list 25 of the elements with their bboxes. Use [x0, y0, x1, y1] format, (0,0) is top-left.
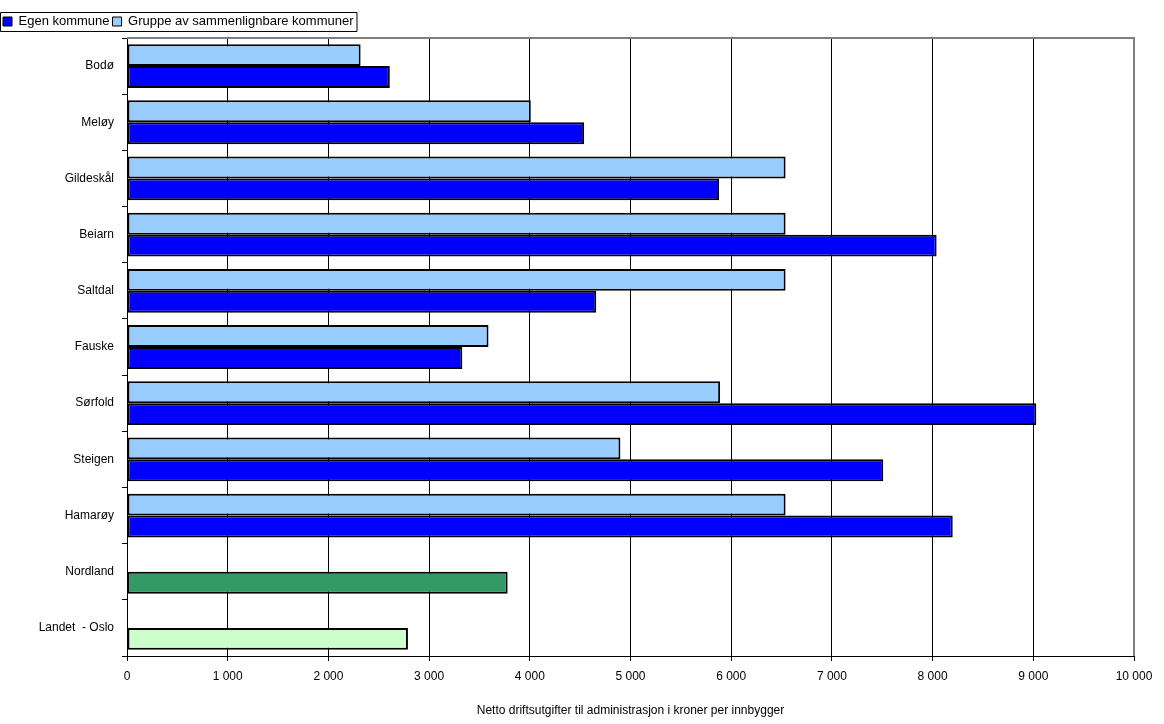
- y-tick-label: Nordland: [65, 564, 114, 579]
- y-tick-label: Gildeskål: [64, 170, 114, 185]
- x-tick-label: 7 000: [816, 668, 848, 683]
- y-tick-label: Hamarøy: [64, 507, 114, 522]
- x-tick-label: 2 000: [313, 668, 344, 683]
- y-tick-label: Fauske: [74, 339, 115, 354]
- x-tick-label: 8 000: [917, 668, 948, 683]
- x-tick-label: 10 000: [1115, 668, 1153, 683]
- x-tick-label: 3 000: [414, 668, 445, 683]
- y-tick-label: Sørfold: [75, 395, 114, 410]
- y-tick-label: Beiarn: [79, 226, 114, 241]
- legend-label: Gruppe av sammenlignbare kommuner: [128, 13, 355, 29]
- x-tick-label: 5 000: [615, 668, 646, 683]
- x-tick-label: 9 000: [1018, 668, 1049, 683]
- x-axis-title: Netto driftsutgifter til administrasjon i kroner per innbygger: [476, 703, 785, 718]
- x-tick-label: 1 000: [212, 668, 244, 683]
- x-tick-label: 4 000: [514, 668, 546, 683]
- x-tick-label: 0: [123, 668, 131, 683]
- y-tick-label: Bodø: [85, 58, 115, 73]
- y-tick-label: Landet - Oslo: [38, 620, 115, 635]
- y-tick-label: Meløy: [81, 114, 114, 129]
- legend-label: Egen kommune: [18, 13, 110, 29]
- x-tick-label: 6 000: [716, 668, 747, 683]
- y-tick-label: Steigen: [73, 451, 114, 466]
- y-tick-label: Saltdal: [77, 283, 114, 298]
